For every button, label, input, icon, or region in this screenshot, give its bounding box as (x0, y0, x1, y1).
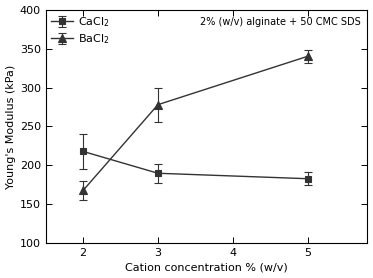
Text: 2% (w/v) alginate + 50 CMC SDS: 2% (w/v) alginate + 50 CMC SDS (200, 17, 361, 27)
Y-axis label: Young's Modulus (kPa): Young's Modulus (kPa) (6, 64, 16, 188)
Legend: CaCl$_2$, BaCl$_2$: CaCl$_2$, BaCl$_2$ (49, 13, 112, 48)
X-axis label: Cation concentration % (w/v): Cation concentration % (w/v) (125, 262, 288, 272)
